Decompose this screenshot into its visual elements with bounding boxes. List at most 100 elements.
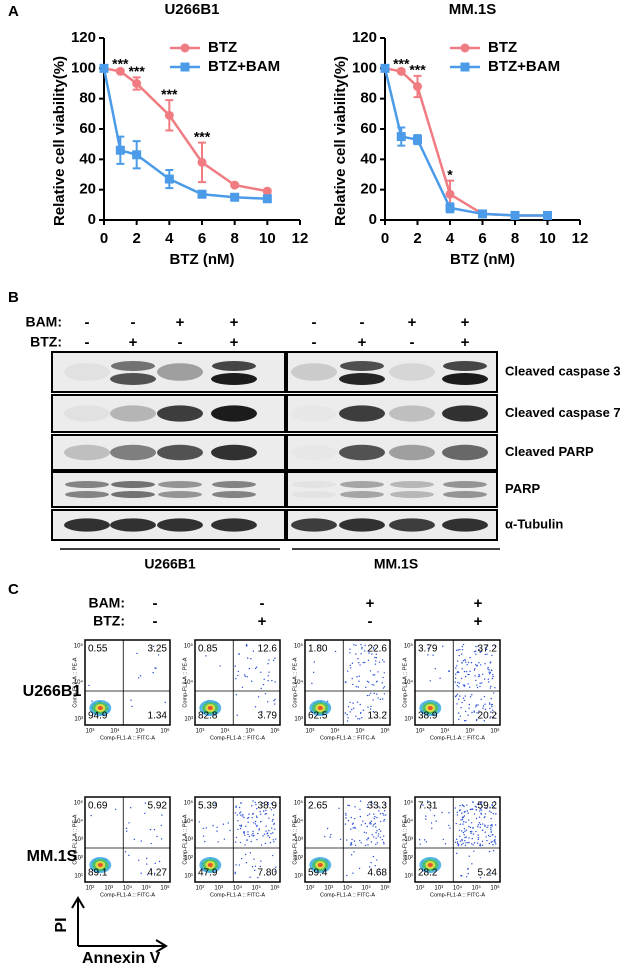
event	[255, 815, 258, 817]
event	[468, 855, 471, 857]
event	[479, 876, 482, 879]
event	[352, 822, 354, 824]
event	[268, 836, 271, 839]
event	[355, 644, 357, 647]
event	[488, 842, 491, 845]
event	[358, 680, 360, 682]
event	[494, 645, 496, 647]
event	[490, 697, 492, 700]
band	[212, 361, 256, 371]
flow-x-tick: 10⁶	[270, 728, 280, 735]
event	[494, 824, 497, 826]
band	[110, 405, 156, 422]
event	[490, 824, 492, 827]
event	[489, 835, 491, 838]
event	[353, 840, 356, 842]
band	[65, 491, 109, 498]
event	[248, 835, 251, 838]
band	[390, 491, 434, 498]
event	[219, 665, 221, 667]
event	[484, 647, 487, 649]
event	[377, 835, 379, 837]
event	[379, 820, 382, 823]
marker	[197, 157, 207, 167]
flow-x-tick: 10⁴	[343, 885, 353, 892]
event	[274, 698, 276, 701]
band	[292, 481, 336, 488]
event	[491, 804, 493, 806]
marker	[164, 110, 174, 120]
event	[475, 679, 477, 682]
event	[492, 850, 495, 852]
event	[260, 844, 263, 846]
band	[442, 444, 488, 461]
event	[457, 649, 459, 651]
event	[267, 679, 269, 682]
event	[490, 827, 492, 829]
event	[236, 814, 239, 816]
quadrant-value: 7.80	[258, 868, 278, 879]
event	[475, 809, 478, 811]
event	[273, 703, 276, 705]
event	[435, 820, 437, 822]
event	[459, 840, 461, 842]
event	[373, 803, 376, 805]
annexin-arrow	[78, 939, 168, 953]
band	[443, 481, 487, 488]
event	[359, 664, 361, 666]
event	[374, 865, 376, 867]
event	[274, 828, 276, 830]
event	[456, 841, 459, 843]
band	[291, 405, 337, 421]
event	[478, 816, 481, 818]
event	[155, 667, 157, 670]
event	[350, 816, 352, 819]
event	[255, 825, 258, 827]
event	[477, 645, 479, 647]
event	[472, 844, 474, 846]
event	[311, 682, 313, 685]
event	[373, 817, 375, 820]
event	[469, 656, 471, 659]
flow-y-tick: 10³	[184, 837, 193, 843]
treatment-sign: -	[368, 613, 373, 630]
event	[377, 873, 379, 876]
treatment-sign: -	[360, 314, 365, 331]
event	[362, 709, 364, 711]
event	[490, 811, 492, 813]
event	[369, 823, 371, 825]
flow-x-tick: 10²	[306, 886, 315, 892]
event	[140, 872, 142, 874]
flow-y-tick: 10⁵	[404, 800, 414, 807]
marker	[510, 210, 520, 220]
event	[479, 808, 482, 810]
event	[262, 802, 264, 804]
event	[454, 681, 456, 683]
event	[205, 827, 208, 829]
event	[461, 668, 463, 670]
event	[379, 830, 382, 832]
event	[422, 804, 424, 806]
event	[484, 831, 486, 833]
event	[378, 661, 381, 663]
event	[88, 684, 90, 687]
quadrant-value: 0.85	[198, 644, 218, 655]
flow-x-tick: 10²	[86, 886, 95, 892]
band	[389, 363, 435, 381]
event	[468, 686, 471, 688]
event	[129, 807, 132, 809]
pi-arrow	[71, 896, 85, 946]
quadrant-value: 3.25	[148, 644, 168, 655]
event	[253, 834, 255, 837]
event	[259, 810, 261, 813]
event	[477, 838, 480, 841]
event	[326, 700, 329, 703]
event	[473, 710, 475, 712]
event	[375, 681, 378, 683]
marker	[445, 189, 455, 199]
x-tick-label: 2	[132, 230, 140, 247]
event	[352, 702, 354, 704]
event	[153, 872, 156, 875]
event	[463, 719, 466, 722]
x-tick-label: 8	[230, 230, 238, 247]
